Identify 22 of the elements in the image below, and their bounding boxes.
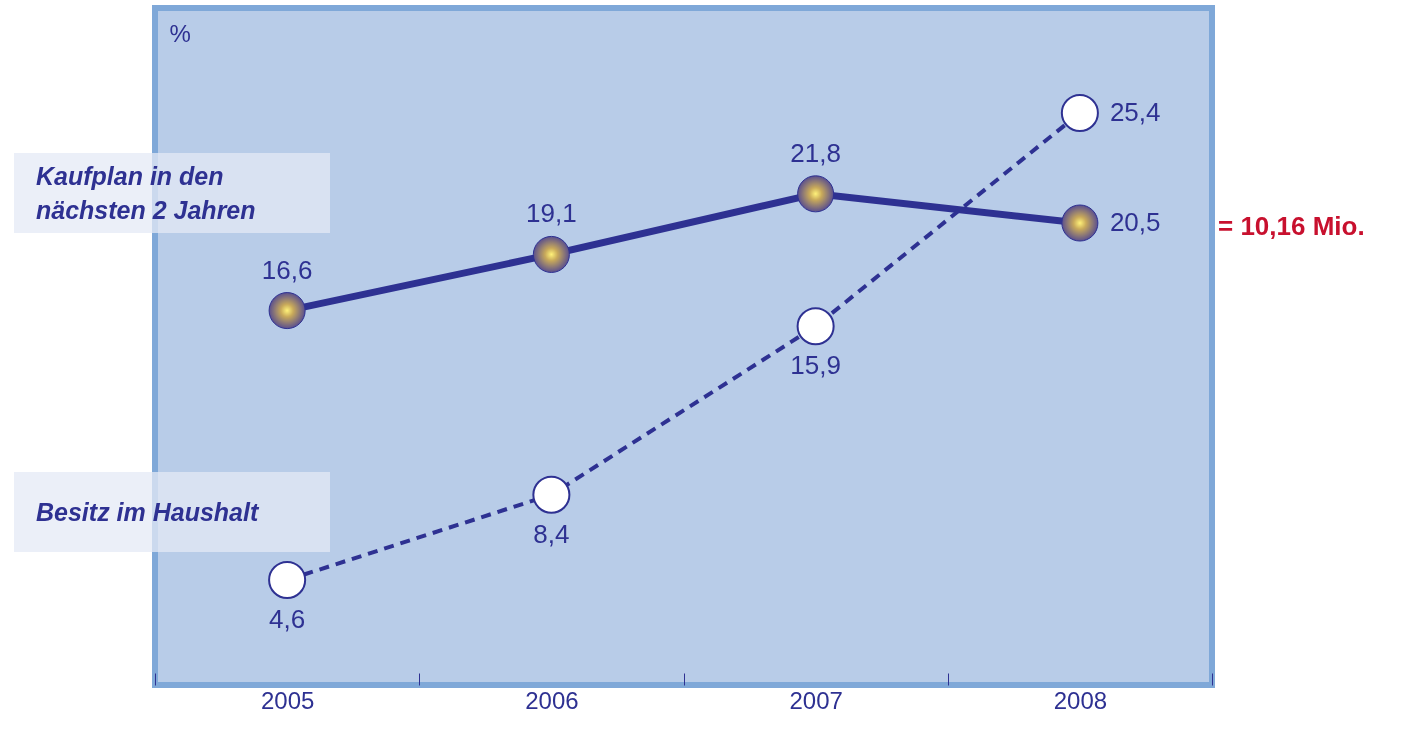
y-axis-title: % [169,19,191,47]
point [797,175,835,213]
data-label: 25,4 [1109,97,1161,127]
point [1060,94,1099,132]
x-tick-label: 2005 [260,686,315,714]
point [268,292,306,330]
point [268,561,307,599]
point [1061,204,1099,242]
data-label: 16,6 [261,254,313,285]
x-tick-label: 2008 [1053,686,1108,714]
data-label: 4,6 [269,604,306,634]
point [532,235,570,273]
x-tick-label: 2007 [789,686,843,714]
data-label: 8,4 [533,518,570,549]
data-label: 20,5 [1109,207,1161,238]
data-label: 15,9 [790,350,841,381]
text: = 10,16 Mio. [1218,211,1365,242]
point [796,307,835,346]
x-tick-label: 2006 [525,686,579,714]
data-label: 21,8 [790,137,841,168]
point [532,475,571,514]
data-label: 19,1 [526,198,577,229]
